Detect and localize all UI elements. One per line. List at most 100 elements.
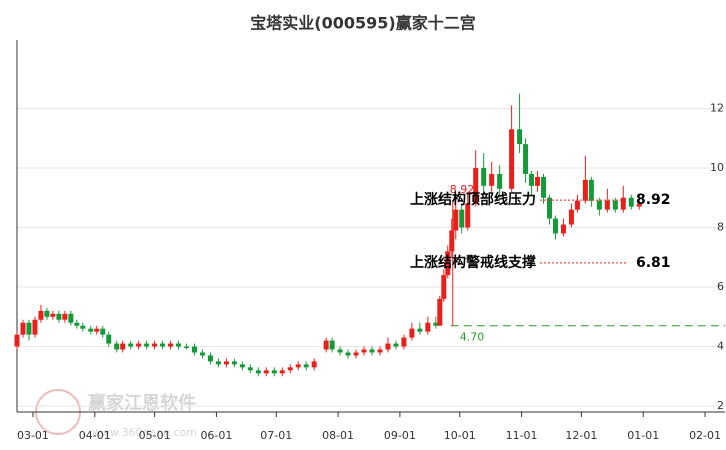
x-tick-label: 05-01 xyxy=(139,429,171,442)
chart-title: 宝塔实业(000595)赢家十二宫 xyxy=(250,14,475,33)
low-marker-label: 4.70 xyxy=(460,331,485,344)
candle-body xyxy=(295,364,301,368)
candle-body xyxy=(433,322,439,326)
y-tick-label: 10 xyxy=(710,161,724,174)
candle-body xyxy=(287,367,293,371)
candle-body xyxy=(56,313,62,320)
candle-body xyxy=(509,129,515,189)
x-tick-label: 12-01 xyxy=(565,429,597,442)
candle-body xyxy=(38,310,44,320)
x-tick-label: 06-01 xyxy=(200,429,232,442)
candle-body xyxy=(489,173,495,186)
candle-body xyxy=(385,343,391,350)
resistance-value: 8.92 xyxy=(636,192,671,208)
candle-body xyxy=(62,313,68,320)
candle-body xyxy=(517,129,523,145)
candle-body xyxy=(68,313,74,323)
candle-body xyxy=(207,355,213,362)
candle-body xyxy=(106,334,112,344)
candle-body xyxy=(529,173,535,186)
candle-body xyxy=(546,197,552,219)
candle-body xyxy=(184,346,190,349)
candle-body xyxy=(231,361,237,365)
x-tick-label: 07-01 xyxy=(260,429,292,442)
candle-body xyxy=(401,337,407,347)
candle-body xyxy=(323,340,329,350)
candle-body xyxy=(311,361,317,368)
candle-body xyxy=(199,352,205,356)
candle-body xyxy=(628,197,634,207)
watermark: 赢家江恩软件 www.360gann.com xyxy=(35,389,197,439)
candle-body xyxy=(588,179,594,201)
candle-body xyxy=(168,343,174,347)
candle-body xyxy=(271,370,277,374)
candle-body xyxy=(14,334,20,347)
x-tick-label: 02-01 xyxy=(689,429,721,442)
candle-body xyxy=(26,322,32,335)
candle-body xyxy=(303,364,309,368)
high-marker-label: 8.92 xyxy=(450,183,475,196)
y-tick-label: 2 xyxy=(717,399,724,412)
support-label: 上涨结构警戒线支撑 xyxy=(410,254,536,271)
y-tick-label: 6 xyxy=(717,280,724,293)
candle-body xyxy=(453,209,459,231)
candle-body xyxy=(144,343,150,347)
x-tick-label: 03-01 xyxy=(17,429,49,442)
candle-body xyxy=(263,370,269,374)
candle-body xyxy=(409,328,415,338)
candle-body xyxy=(114,343,120,350)
candle-body xyxy=(437,298,443,326)
x-tick-label: 04-01 xyxy=(79,429,111,442)
candle-body xyxy=(279,370,285,374)
candle-body xyxy=(32,319,38,335)
watermark-name: 赢家江恩软件 xyxy=(88,392,196,414)
candle-body xyxy=(535,176,541,186)
candle-body xyxy=(80,325,86,329)
candle-body xyxy=(459,209,465,228)
y-tick-label: 4 xyxy=(717,340,724,353)
x-tick-label: 08-01 xyxy=(322,429,354,442)
candle-body xyxy=(568,209,574,225)
candle-body xyxy=(417,328,423,332)
candle-body xyxy=(481,167,487,186)
x-tick-label: 01-01 xyxy=(627,429,659,442)
candle-body xyxy=(636,203,642,207)
candle-body xyxy=(255,370,261,374)
candle-body xyxy=(620,197,626,210)
candle-body xyxy=(582,179,588,201)
candle-body xyxy=(20,322,26,335)
candle-body xyxy=(100,328,106,335)
candle-body xyxy=(329,340,335,350)
candle-body xyxy=(50,313,56,317)
x-tick-label: 10-01 xyxy=(444,429,476,442)
candle-body xyxy=(465,203,471,228)
candle-body xyxy=(128,343,134,347)
candle-body xyxy=(369,349,375,353)
candle-body xyxy=(247,367,253,371)
candle-body xyxy=(152,343,158,347)
candle-body xyxy=(223,361,229,365)
candle-body xyxy=(449,230,455,252)
candle-body xyxy=(393,343,399,347)
candle-body xyxy=(120,343,126,350)
candle-body xyxy=(136,343,142,347)
watermark-url: www.360gann.com xyxy=(92,426,197,439)
candle-body xyxy=(160,343,166,347)
candle-body xyxy=(191,346,197,353)
candle-body xyxy=(612,200,618,210)
x-tick-label: 09-01 xyxy=(384,429,416,442)
candle-body xyxy=(88,328,94,332)
candle-body xyxy=(574,200,580,210)
candle-body xyxy=(425,322,431,332)
candle-body xyxy=(552,218,558,234)
candle-body xyxy=(541,176,547,198)
resistance-label: 上涨结构顶部线压力 xyxy=(410,191,536,208)
candle-body xyxy=(337,349,343,353)
x-tick-label: 11-01 xyxy=(506,429,538,442)
candle-body xyxy=(345,352,351,356)
candle-body xyxy=(604,200,610,210)
candle-body xyxy=(94,328,100,332)
y-tick-label: 8 xyxy=(717,220,724,233)
candle-body xyxy=(441,275,447,299)
